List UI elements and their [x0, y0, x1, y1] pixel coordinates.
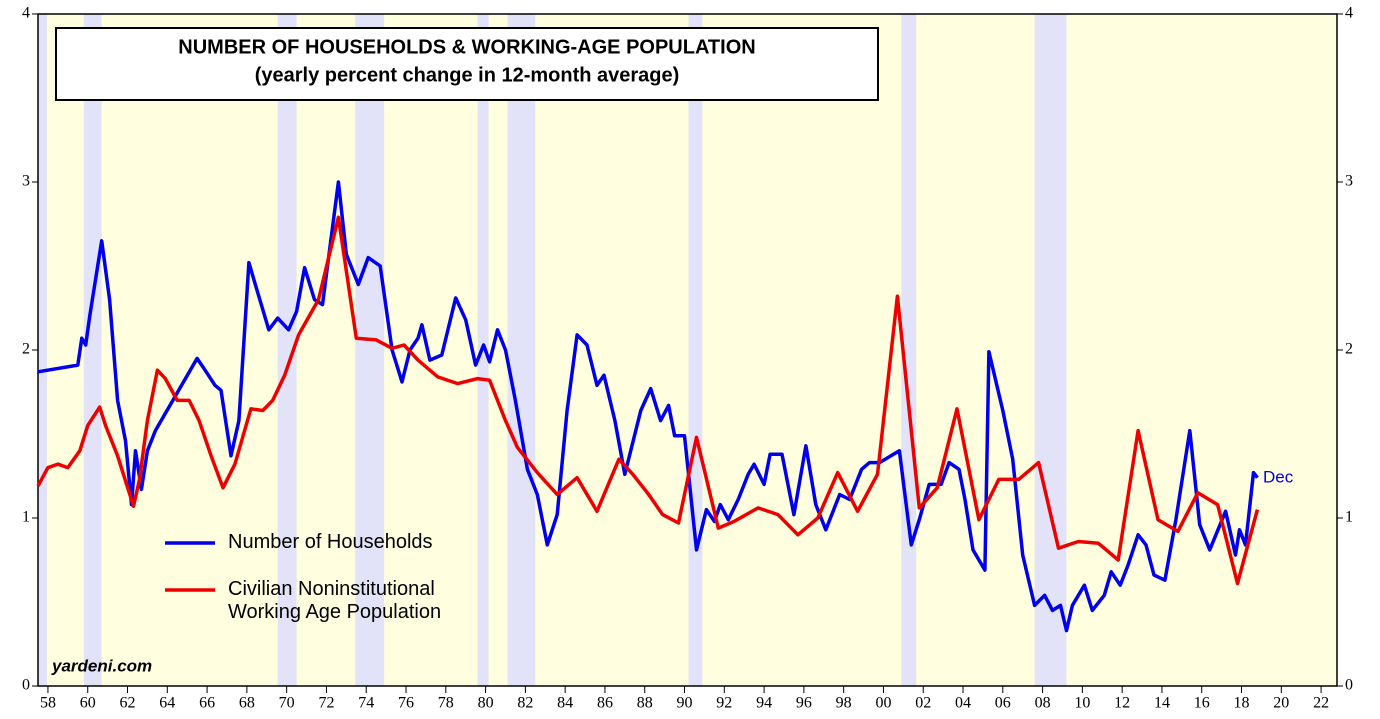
- recession-band: [1034, 14, 1067, 686]
- recession-band: [688, 14, 703, 686]
- y-tick-label: 3: [22, 173, 30, 190]
- x-tick-label: 14: [1154, 695, 1170, 712]
- recession-band: [901, 14, 917, 686]
- recession-band: [38, 14, 47, 686]
- series-line: [36, 215, 1260, 586]
- source-note: yardeni.com: [51, 656, 152, 675]
- x-tick-label: 18: [1234, 695, 1250, 712]
- x-tick-label: 02: [915, 695, 931, 712]
- y2-tick-label: 2: [1345, 341, 1353, 358]
- x-tick-label: 74: [358, 695, 374, 712]
- chart-title: NUMBER OF HOUSEHOLDS & WORKING-AGE POPUL…: [178, 36, 755, 58]
- x-tick-label: 22: [1313, 695, 1329, 712]
- x-tick-label: 84: [557, 695, 573, 712]
- x-tick-label: 94: [756, 695, 772, 712]
- x-tick-label: 80: [478, 695, 494, 712]
- last-point-label: Dec: [1263, 467, 1294, 486]
- series-line: [37, 180, 1259, 633]
- y-tick-label: 2: [22, 341, 30, 358]
- x-tick-label: 96: [796, 695, 812, 712]
- x-tick-label: 76: [398, 695, 414, 712]
- recession-band: [83, 14, 102, 686]
- x-tick-label: 72: [318, 695, 334, 712]
- x-tick-label: 92: [716, 695, 732, 712]
- x-tick-label: 68: [239, 695, 255, 712]
- x-tick-label: 00: [875, 695, 891, 712]
- x-tick-label: 64: [159, 695, 175, 712]
- plot-background-group: [37, 13, 1338, 687]
- x-tick-label: 12: [1114, 695, 1130, 712]
- y2-tick-label: 1: [1345, 509, 1353, 526]
- x-tick-label: 86: [597, 695, 613, 712]
- x-tick-label: 82: [517, 695, 533, 712]
- x-tick-label: 04: [955, 695, 971, 712]
- x-tick-label: 60: [80, 695, 96, 712]
- y2-tick-label: 3: [1345, 173, 1353, 190]
- x-tick-label: 58: [40, 695, 56, 712]
- plot-area: [38, 14, 1337, 686]
- x-tick-label: 90: [677, 695, 693, 712]
- x-tick-label: 98: [836, 695, 852, 712]
- x-tick-label: 16: [1194, 695, 1210, 712]
- y-tick-label: 4: [22, 5, 30, 22]
- title-box: [55, 27, 879, 101]
- x-tick-label: 62: [120, 695, 136, 712]
- x-tick-label: 88: [637, 695, 653, 712]
- x-tick-label: 70: [279, 695, 295, 712]
- y2-tick-label: 0: [1345, 677, 1353, 694]
- y-tick-label: 1: [22, 509, 30, 526]
- x-tick-label: 78: [438, 695, 454, 712]
- x-tick-label: 08: [1035, 695, 1051, 712]
- x-tick-label: 20: [1273, 695, 1289, 712]
- y-tick-label: 0: [22, 677, 30, 694]
- y2-tick-label: 4: [1345, 5, 1353, 22]
- x-tick-label: 66: [199, 695, 215, 712]
- recession-band: [507, 14, 536, 686]
- x-tick-label: 10: [1074, 695, 1090, 712]
- chart-subtitle: (yearly percent change in 12-month avera…: [255, 64, 680, 86]
- x-tick-label: 06: [995, 695, 1011, 712]
- recession-band: [355, 14, 385, 686]
- recession-band: [277, 14, 297, 686]
- legend-label: Civilian Noninstitutional Working Age Po…: [228, 578, 442, 623]
- legend-label: Number of Households: [228, 531, 433, 553]
